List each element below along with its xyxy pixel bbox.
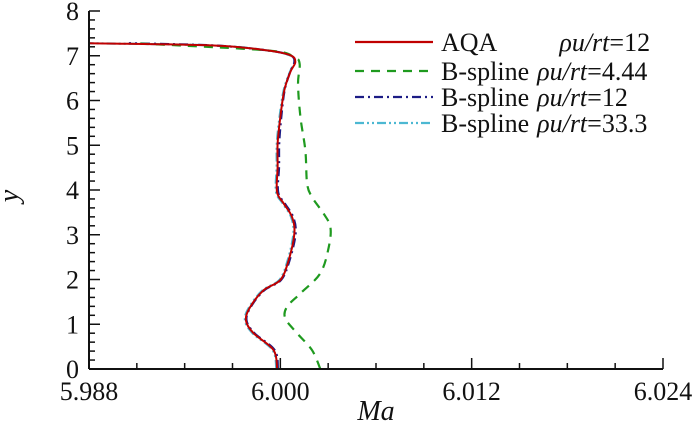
y-tick-label: 5 (66, 131, 79, 160)
legend-equals: = (587, 57, 602, 86)
legend-item: AQA ρu/rt=12 (355, 28, 650, 57)
y-tick-label: 3 (66, 221, 79, 250)
series-layer (88, 42, 332, 370)
legend: AQA ρu/rt=12B-spline ρu/rt=4.44B-spline ρu/… (355, 28, 650, 138)
x-axis-title: Ma (356, 396, 394, 427)
y-tick-label: 1 (66, 310, 79, 339)
x-tick-label: 6.000 (251, 377, 310, 406)
series-line-3 (88, 42, 296, 370)
y-tick-label: 4 (66, 176, 79, 205)
legend-value: 12 (624, 28, 650, 57)
legend-param-symbol: ρu/rt (558, 28, 610, 57)
series-line-2 (128, 42, 297, 370)
legend-equals: = (587, 83, 602, 112)
x-tick-label: 5.988 (60, 377, 119, 406)
legend-equals: = (587, 109, 602, 138)
x-tick-label: 6.024 (634, 377, 693, 406)
legend-equals: = (609, 28, 624, 57)
legend-item: B-spline ρu/rt=12 (355, 83, 628, 112)
y-tick-label: 7 (66, 42, 79, 71)
series-line-0 (88, 42, 297, 370)
legend-label: B-spline ρu/rt=4.44 (441, 57, 647, 86)
legend-param-symbol: ρu/rt (536, 109, 588, 138)
y-tick-label: 0 (66, 355, 79, 384)
legend-item: B-spline ρu/rt=33.3 (355, 109, 647, 138)
legend-method: B-spline (441, 83, 529, 112)
legend-param-symbol: ρu/rt (536, 57, 588, 86)
legend-param-symbol: ρu/rt (536, 83, 588, 112)
legend-method: B-spline (441, 57, 529, 86)
legend-value: 33.3 (602, 109, 648, 138)
y-tick-label: 2 (66, 266, 79, 295)
legend-label: AQA ρu/rt=12 (441, 28, 650, 57)
legend-label: B-spline ρu/rt=12 (441, 83, 628, 112)
y-tick-label: 6 (66, 87, 79, 116)
legend-method: B-spline (441, 109, 529, 138)
x-tick-label: 6.012 (442, 377, 501, 406)
y-tick-label: 8 (66, 0, 79, 26)
legend-item: B-spline ρu/rt=4.44 (355, 57, 647, 86)
legend-label: B-spline ρu/rt=33.3 (441, 109, 647, 138)
legend-value: 12 (602, 83, 628, 112)
series-line-1 (133, 42, 332, 370)
legend-value: 4.44 (602, 57, 648, 86)
y-axis-title: y (0, 189, 25, 205)
legend-method: AQA (441, 28, 498, 57)
